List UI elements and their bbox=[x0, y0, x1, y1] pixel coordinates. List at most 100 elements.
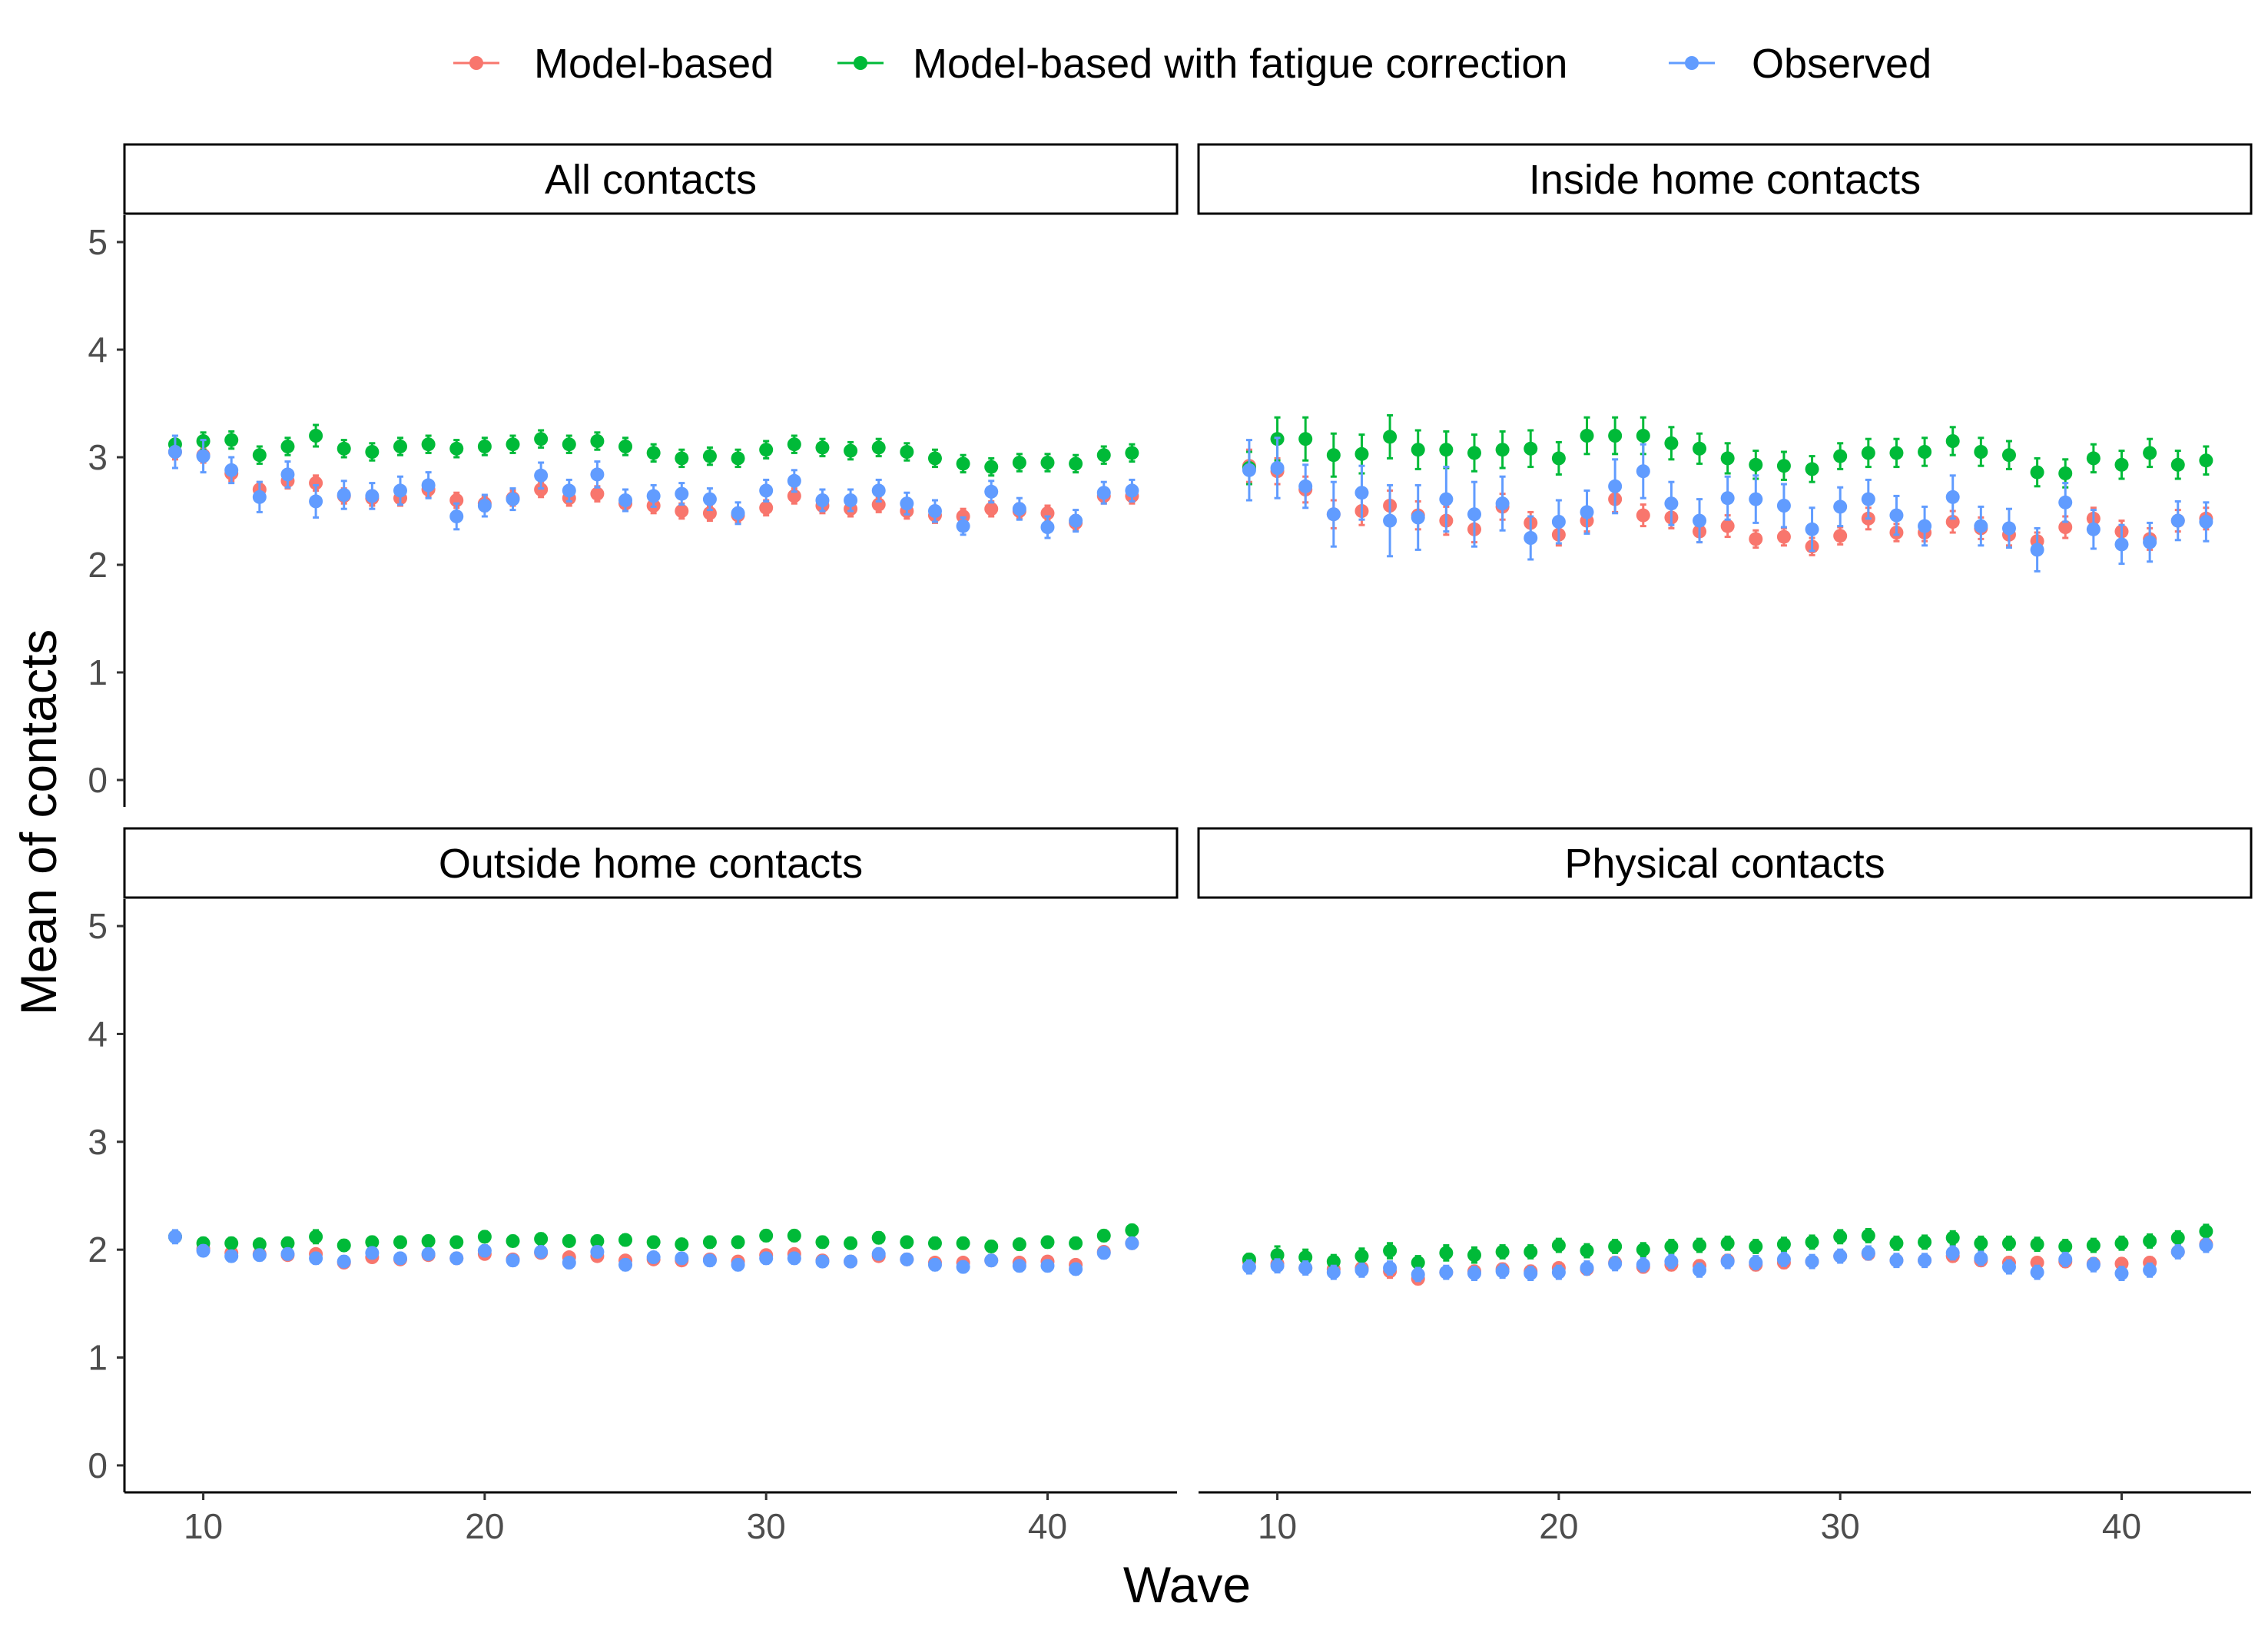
data-point bbox=[731, 506, 745, 520]
data-point bbox=[1040, 1235, 1055, 1250]
data-point bbox=[1012, 1237, 1026, 1252]
data-point bbox=[393, 440, 407, 453]
data-point bbox=[1467, 1248, 1481, 1263]
data-point bbox=[871, 497, 886, 512]
data-point bbox=[815, 1235, 830, 1250]
data-point bbox=[1749, 1256, 1763, 1270]
data-point bbox=[1945, 1230, 1960, 1245]
data-point bbox=[1749, 1239, 1763, 1253]
x-tick-label: 40 bbox=[1028, 1506, 1067, 1546]
data-point bbox=[477, 1230, 492, 1244]
data-point bbox=[2058, 466, 2073, 480]
data-point bbox=[2086, 1257, 2101, 1272]
data-point bbox=[421, 1246, 436, 1261]
data-point bbox=[1298, 479, 1313, 493]
facet-title: All contacts bbox=[545, 157, 757, 203]
data-point bbox=[759, 483, 774, 498]
data-point bbox=[534, 432, 549, 446]
data-point bbox=[534, 468, 549, 483]
data-point bbox=[1298, 1261, 1313, 1276]
data-point bbox=[1889, 1236, 1904, 1250]
data-point bbox=[1945, 1246, 1960, 1260]
data-point bbox=[1833, 1230, 1848, 1244]
data-point bbox=[2030, 1237, 2044, 1252]
data-point bbox=[1012, 1259, 1026, 1273]
data-point bbox=[1524, 1244, 1538, 1259]
data-point bbox=[1069, 1236, 1083, 1250]
data-point bbox=[1720, 519, 1735, 533]
data-point bbox=[224, 463, 239, 477]
data-point bbox=[1636, 1257, 1650, 1272]
data-point bbox=[2114, 1266, 2129, 1281]
data-point bbox=[280, 440, 295, 453]
data-point bbox=[1411, 1256, 1425, 1270]
data-point bbox=[2030, 1256, 2044, 1270]
series-group bbox=[167, 1229, 1139, 1276]
data-point bbox=[1040, 506, 1055, 520]
legend-label: Model-based bbox=[534, 41, 774, 87]
data-point bbox=[2114, 1256, 2129, 1271]
data-point bbox=[702, 1235, 717, 1250]
data-point bbox=[1298, 432, 1313, 446]
data-point bbox=[759, 1251, 774, 1266]
data-point bbox=[1326, 448, 1341, 463]
data-point bbox=[1833, 1249, 1848, 1263]
data-point bbox=[900, 496, 914, 511]
data-point bbox=[1524, 1266, 1538, 1281]
data-point bbox=[1439, 1265, 1454, 1280]
data-point bbox=[2058, 1252, 2073, 1266]
data-point bbox=[1125, 446, 1139, 460]
data-point bbox=[2170, 513, 2185, 528]
data-point bbox=[871, 440, 886, 455]
data-point bbox=[1720, 491, 1735, 506]
data-point bbox=[2030, 465, 2044, 480]
data-point bbox=[1495, 443, 1510, 457]
data-point bbox=[1069, 1262, 1083, 1276]
data-point bbox=[590, 434, 605, 448]
data-point bbox=[1524, 441, 1538, 456]
data-point bbox=[1945, 490, 1960, 504]
y-tick-label: 1 bbox=[88, 652, 108, 692]
data-point bbox=[309, 476, 323, 490]
data-point bbox=[702, 492, 717, 506]
data-point bbox=[1411, 443, 1425, 457]
data-point bbox=[675, 1237, 689, 1252]
data-point bbox=[1889, 446, 1904, 460]
y-tick-label: 0 bbox=[88, 760, 108, 800]
data-point bbox=[1918, 1235, 1932, 1250]
data-point bbox=[1383, 513, 1398, 528]
data-point bbox=[787, 489, 801, 503]
y-tick-label: 3 bbox=[88, 437, 108, 477]
legend-item: Observed bbox=[1669, 41, 1931, 87]
data-point bbox=[787, 473, 801, 488]
data-point bbox=[1945, 515, 1960, 529]
data-point bbox=[1664, 1254, 1679, 1269]
data-point bbox=[1270, 461, 1285, 475]
series-group bbox=[167, 434, 1139, 539]
data-point bbox=[337, 441, 351, 456]
data-point bbox=[590, 467, 605, 482]
data-point bbox=[646, 446, 661, 460]
data-point bbox=[984, 502, 999, 516]
data-point bbox=[759, 1228, 774, 1243]
data-point bbox=[562, 483, 576, 498]
data-point bbox=[927, 504, 942, 518]
data-point bbox=[1805, 522, 1819, 536]
data-point bbox=[1889, 508, 1904, 523]
data-point bbox=[1749, 492, 1763, 506]
y-axis-title: Mean of contacts bbox=[10, 629, 67, 1016]
data-point bbox=[1608, 1239, 1623, 1253]
x-axis-title: Wave bbox=[1123, 1556, 1251, 1613]
data-point bbox=[1889, 1253, 1904, 1268]
data-point bbox=[449, 1235, 464, 1250]
data-point bbox=[1125, 1236, 1139, 1250]
data-point bbox=[844, 443, 858, 458]
data-point bbox=[1833, 449, 1848, 463]
data-point bbox=[280, 1246, 295, 1261]
data-point bbox=[1608, 1256, 1623, 1271]
data-point bbox=[224, 1236, 239, 1250]
data-point bbox=[1354, 1249, 1369, 1263]
data-point bbox=[1693, 441, 1707, 456]
data-point bbox=[1918, 519, 1932, 533]
data-point bbox=[1608, 479, 1623, 493]
